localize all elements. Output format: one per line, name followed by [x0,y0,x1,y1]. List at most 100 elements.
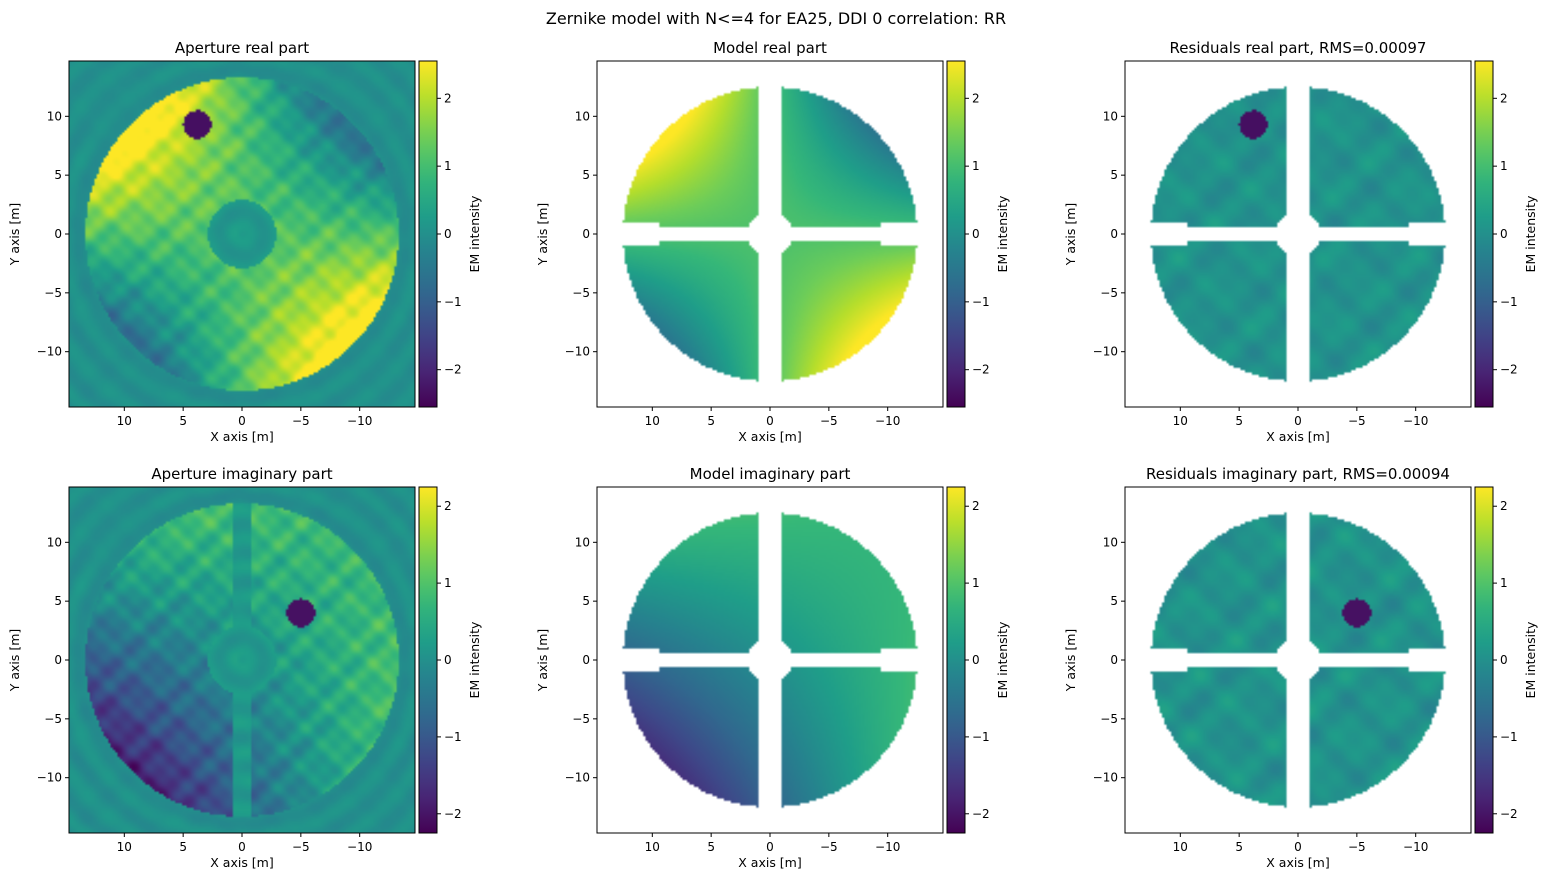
x-tick-label: −5 [292,840,310,854]
colorbar-tick-label: 1 [972,159,980,173]
colorbar-tick-label: 2 [972,91,980,105]
y-tick-label: −5 [572,712,590,726]
colorbar-tick-label: 0 [1500,653,1508,667]
x-tick-label: 10 [1173,840,1188,854]
y-tick-label: 10 [575,535,590,549]
x-tick-label: 10 [645,414,660,428]
y-axis-label: Y axis [m] [1063,203,1078,267]
colorbar-tick-label: 2 [444,91,452,105]
colorbar-tick-label: 1 [444,576,452,590]
x-tick-label: 0 [766,414,774,428]
y-tick-label: 10 [47,535,62,549]
x-tick-label: 5 [179,840,187,854]
colorbar [418,60,438,408]
y-tick-label: −10 [565,771,590,785]
x-axis-label: X axis [m] [1266,429,1329,444]
colorbar-tick-label: −2 [972,363,990,377]
y-tick-label: 10 [1103,535,1118,549]
x-axis-label: X axis [m] [738,429,801,444]
y-axis-label: Y axis [m] [7,629,22,693]
colorbar-tick-label: 0 [972,653,980,667]
colorbar-tick-label: −2 [444,363,462,377]
axes-title: Aperture imaginary part [151,465,332,483]
y-tick-label: 0 [1110,227,1118,241]
colorbar-tick-label: 2 [1500,91,1508,105]
heatmap-image [1125,487,1471,833]
y-tick-label: −10 [1093,345,1118,359]
y-tick-label: 5 [582,168,590,182]
y-tick-label: 0 [1110,653,1118,667]
colorbar-tick-label: 0 [972,227,980,241]
colorbar-tick-label: −2 [1500,807,1518,821]
colorbar [1474,486,1494,834]
x-tick-label: −5 [1348,414,1366,428]
y-tick-label: −10 [1093,771,1118,785]
x-tick-label: −10 [875,414,900,428]
colorbar [1474,60,1494,408]
x-tick-label: −10 [875,840,900,854]
colorbar [418,486,438,834]
x-axis-label: X axis [m] [1266,855,1329,870]
y-tick-label: −5 [44,286,62,300]
y-tick-label: −10 [37,345,62,359]
x-tick-label: 10 [117,840,132,854]
x-axis-label: X axis [m] [210,855,273,870]
colorbar-tick-label: 2 [444,499,452,513]
y-tick-label: 5 [1110,168,1118,182]
x-tick-label: −5 [820,414,838,428]
colorbar-tick-label: −1 [444,730,462,744]
y-tick-label: 5 [54,594,62,608]
colorbar-tick-label: 0 [1500,227,1508,241]
y-tick-label: −5 [1100,712,1118,726]
heatmap-image [1125,61,1471,407]
y-tick-label: 0 [54,227,62,241]
x-tick-label: −10 [347,840,372,854]
colorbar-tick-label: 1 [1500,576,1508,590]
x-tick-label: 5 [707,414,715,428]
x-tick-label: 0 [238,414,246,428]
x-tick-label: 5 [1235,840,1243,854]
y-axis-label: Y axis [m] [535,629,550,693]
colorbar-label: EM intensity [1523,195,1538,272]
colorbar-tick-label: −1 [444,295,462,309]
subplot-model-imag: Model imaginary part 10 5 0 −5 −10 10 5 0 −5 −10 X … [535,465,1010,870]
y-tick-label: 10 [47,109,62,123]
x-tick-label: 0 [1294,414,1302,428]
colorbar [946,60,966,408]
heatmap-image [597,61,943,407]
colorbar-tick-label: −1 [1500,730,1518,744]
x-tick-label: 5 [179,414,187,428]
colorbar-label: EM intensity [1523,621,1538,698]
x-axis-label: X axis [m] [738,855,801,870]
x-tick-label: 5 [1235,414,1243,428]
colorbar-tick-label: −2 [972,807,990,821]
colorbar-tick-label: −1 [972,295,990,309]
x-tick-label: 0 [238,840,246,854]
x-tick-label: −5 [820,840,838,854]
y-tick-label: 0 [582,227,590,241]
y-tick-label: −10 [37,771,62,785]
colorbar-tick-label: −2 [1500,363,1518,377]
colorbar-tick-label: 1 [972,576,980,590]
y-tick-label: 0 [582,653,590,667]
colorbar-label: EM intensity [995,621,1010,698]
x-tick-label: −10 [1403,840,1428,854]
axes-title: Model imaginary part [690,465,851,483]
colorbar-label: EM intensity [467,621,482,698]
colorbar-tick-label: 1 [1500,159,1508,173]
y-tick-label: −10 [565,345,590,359]
colorbar-tick-label: 1 [444,159,452,173]
x-tick-label: −5 [1348,840,1366,854]
y-tick-label: 5 [582,594,590,608]
y-tick-label: 10 [1103,109,1118,123]
x-tick-label: 5 [707,840,715,854]
y-tick-label: 5 [54,168,62,182]
y-axis-label: Y axis [m] [535,203,550,267]
y-axis-label: Y axis [m] [1063,629,1078,693]
colorbar-tick-label: 0 [444,227,452,241]
y-tick-label: 0 [54,653,62,667]
x-tick-label: 10 [645,840,660,854]
